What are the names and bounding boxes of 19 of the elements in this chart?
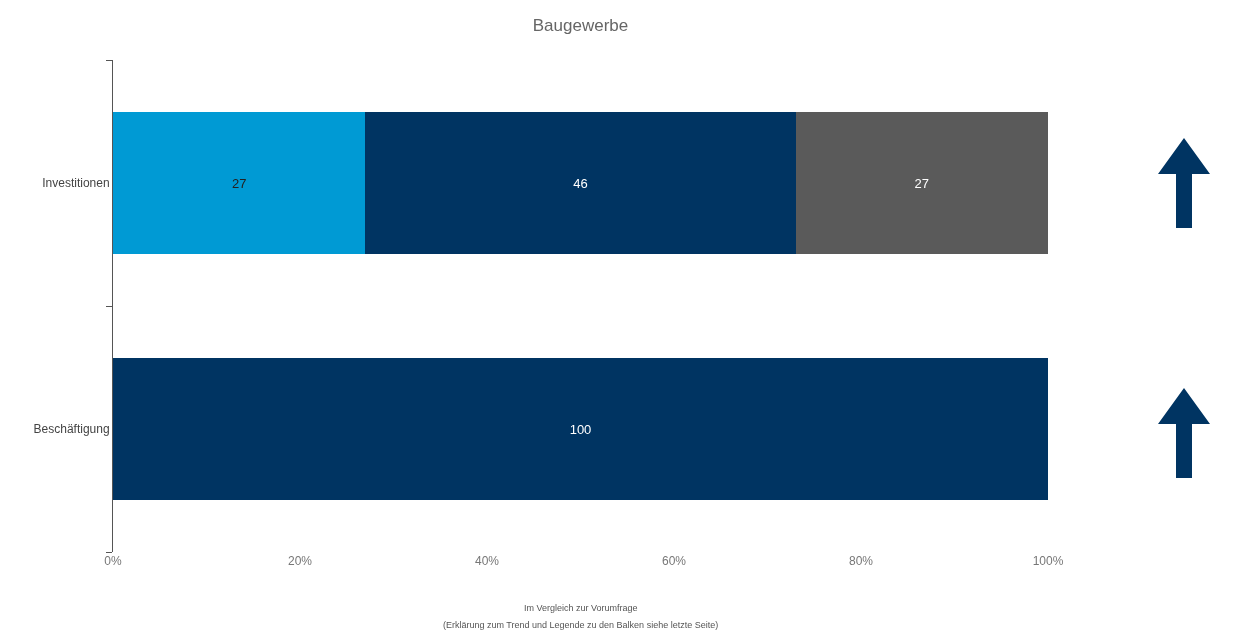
text: Im Vergleich zur Vorumfrage [524,603,638,613]
data-label: 100 [569,421,592,437]
x-tick-label: 100% [1032,554,1064,568]
y-tick-label: Investitionen [42,176,110,191]
bar [795,111,1048,255]
data-label: 27 [914,175,930,191]
x-tick-label: 60% [661,554,687,568]
bar [113,111,366,255]
chart-title: Baugewerbe [532,16,629,36]
y-tick-label: Beschäftigung [33,422,110,437]
bar [113,357,1048,501]
x-tick-label: 20% [287,554,313,568]
data-label: 27 [231,175,247,191]
bar [365,111,796,255]
x-tick-label: 0% [104,554,122,568]
data-label: 46 [573,175,588,191]
x-tick-label: 80% [848,554,874,568]
text: (Erklärung zum Trend und Legende zu den Balken siehe letzte Seite) [443,620,719,630]
x-tick-label: 40% [474,554,500,568]
